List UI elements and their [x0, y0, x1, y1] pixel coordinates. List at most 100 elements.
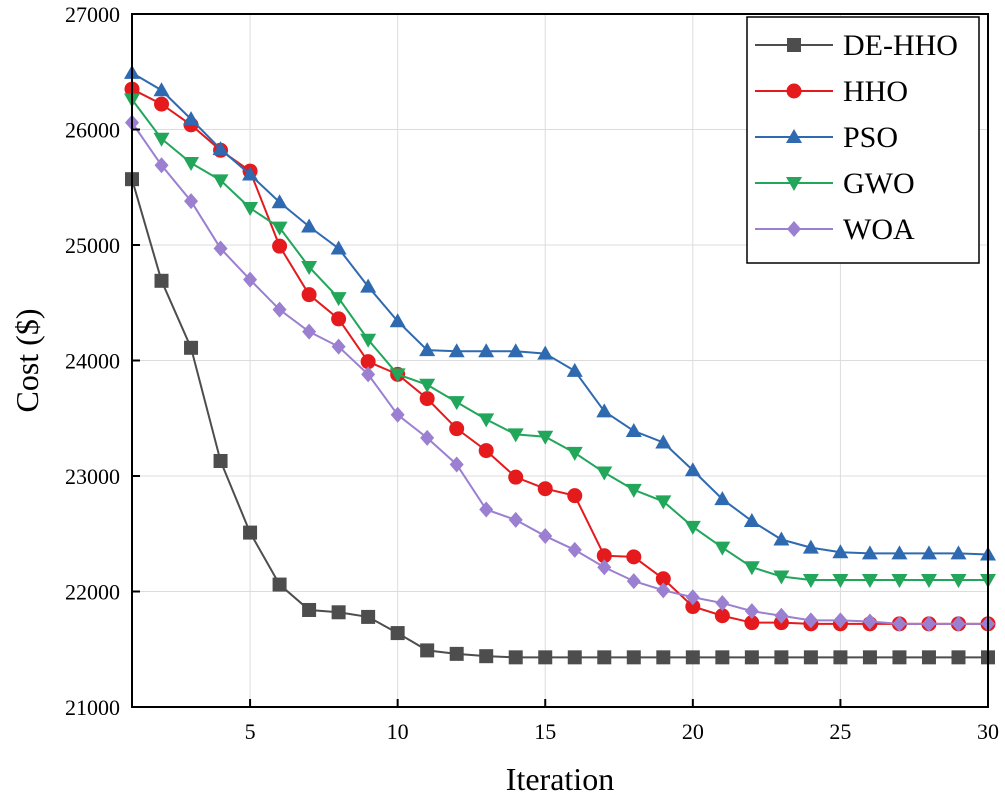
data-point-de-hho: [744, 650, 759, 665]
data-point-woa: [420, 429, 435, 446]
series-de-hho: [125, 172, 995, 665]
data-point-gwo: [802, 573, 819, 588]
data-point-hho: [154, 96, 170, 112]
data-point-gwo: [537, 430, 554, 445]
data-point-gwo: [596, 466, 613, 481]
data-point-pso: [478, 343, 495, 358]
data-point-hho: [567, 488, 583, 504]
legend-marker-hho: [786, 83, 802, 99]
data-point-gwo: [153, 132, 170, 147]
data-point-gwo: [832, 573, 849, 588]
data-point-pso: [212, 141, 229, 156]
data-point-woa: [272, 301, 287, 318]
data-point-gwo: [714, 541, 731, 556]
data-point-pso: [743, 513, 760, 528]
data-point-gwo: [655, 495, 672, 510]
data-point-woa: [243, 271, 258, 288]
data-point-pso: [507, 343, 524, 358]
data-point-de-hho: [538, 650, 553, 665]
data-point-hho: [744, 615, 760, 631]
data-point-pso: [183, 111, 200, 126]
data-point-pso: [448, 343, 465, 358]
data-point-pso: [153, 82, 170, 97]
data-point-woa: [361, 366, 376, 383]
data-point-woa: [774, 607, 789, 624]
data-point-woa: [449, 456, 464, 473]
data-point-pso: [625, 422, 642, 437]
data-point-de-hho: [331, 605, 346, 620]
data-point-de-hho: [361, 609, 376, 624]
x-tick-label: 10: [387, 719, 409, 744]
data-point-hho: [685, 599, 701, 615]
legend-label-woa: WOA: [843, 213, 915, 246]
data-point-de-hho: [803, 650, 818, 665]
y-tick-label: 26000: [65, 118, 120, 143]
data-point-hho: [508, 469, 524, 485]
data-point-gwo: [950, 573, 967, 588]
data-point-gwo: [743, 561, 760, 576]
data-point-hho: [449, 421, 465, 437]
data-point-gwo: [183, 156, 200, 171]
data-point-woa: [479, 501, 494, 518]
data-point-gwo: [891, 573, 908, 588]
data-point-hho: [419, 391, 435, 407]
data-point-pso: [242, 166, 259, 181]
data-point-de-hho: [184, 340, 199, 355]
data-point-pso: [861, 545, 878, 560]
data-point-pso: [271, 194, 288, 209]
data-point-hho: [655, 571, 671, 587]
data-point-de-hho: [626, 650, 641, 665]
data-point-pso: [832, 544, 849, 559]
data-point-pso: [419, 342, 436, 357]
data-point-woa: [567, 541, 582, 558]
x-tick-label: 25: [829, 719, 851, 744]
data-point-de-hho: [862, 650, 877, 665]
data-point-pso: [655, 434, 672, 449]
data-point-de-hho: [272, 577, 287, 592]
data-point-de-hho: [774, 650, 789, 665]
data-point-hho: [360, 354, 376, 370]
data-point-woa: [892, 615, 907, 632]
x-tick-label: 30: [977, 719, 999, 744]
data-point-de-hho: [449, 646, 464, 661]
data-point-de-hho: [892, 650, 907, 665]
data-point-de-hho: [567, 650, 582, 665]
data-point-gwo: [861, 573, 878, 588]
data-point-pso: [920, 545, 937, 560]
series-woa: [125, 114, 995, 632]
data-point-gwo: [625, 483, 642, 498]
data-point-de-hho: [420, 643, 435, 658]
data-point-de-hho: [833, 650, 848, 665]
data-point-pso: [891, 545, 908, 560]
data-point-woa: [744, 603, 759, 620]
data-point-gwo: [448, 396, 465, 411]
data-point-hho: [596, 548, 612, 564]
data-point-pso: [773, 531, 790, 546]
data-point-pso: [301, 218, 318, 233]
data-point-woa: [803, 612, 818, 629]
data-point-de-hho: [213, 453, 228, 468]
data-point-de-hho: [479, 649, 494, 664]
legend-label-gwo: GWO: [843, 167, 915, 200]
y-tick-label: 21000: [65, 695, 120, 720]
data-point-woa: [154, 157, 169, 174]
data-point-woa: [302, 323, 317, 340]
data-point-gwo: [773, 570, 790, 585]
data-point-de-hho: [154, 273, 169, 288]
data-point-gwo: [389, 368, 406, 383]
data-point-gwo: [212, 174, 229, 189]
y-tick-label: 24000: [65, 349, 120, 374]
data-point-gwo: [271, 221, 288, 236]
data-point-de-hho: [302, 602, 317, 617]
legend-marker-pso: [786, 129, 802, 143]
data-point-pso: [950, 545, 967, 560]
data-point-hho: [272, 238, 288, 254]
data-point-woa: [715, 595, 730, 612]
data-point-gwo: [920, 573, 937, 588]
series-line-pso: [131, 72, 989, 556]
data-point-gwo: [301, 260, 318, 275]
data-point-woa: [597, 559, 612, 576]
axis-ticks: 21000 22000 23000 24000 25000 26000 27000 5 10 15…: [65, 2, 999, 744]
data-point-pso: [537, 345, 554, 360]
